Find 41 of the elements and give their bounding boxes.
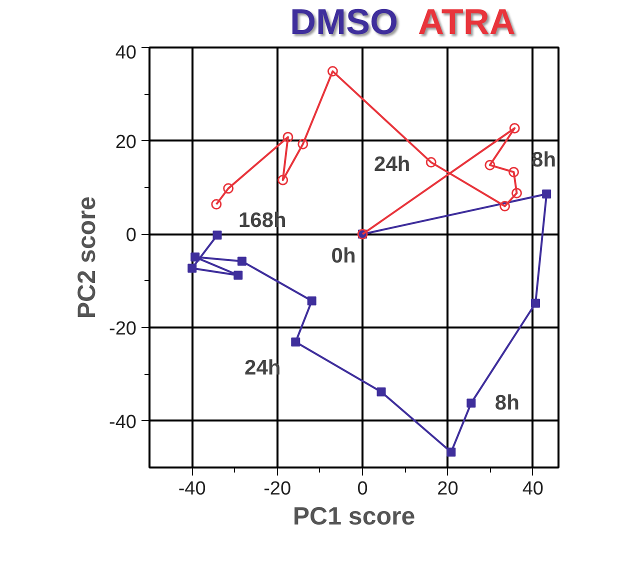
point xyxy=(298,138,308,150)
x-tick-label: 0 xyxy=(357,478,368,500)
point xyxy=(500,200,510,212)
x-axis-title: PC1 score xyxy=(292,502,416,530)
text: ATRA xyxy=(418,1,516,42)
x-tick-label: -40 xyxy=(178,478,206,500)
x-tick-label: -20 xyxy=(264,478,292,500)
point xyxy=(466,398,476,408)
point xyxy=(212,230,222,240)
annotation: 8h xyxy=(494,392,520,415)
annotation: 0h xyxy=(331,244,356,268)
y-tick-label: 20 xyxy=(115,132,137,153)
annotation: 24h xyxy=(374,152,410,176)
point xyxy=(446,448,456,457)
text: DMSO xyxy=(290,1,398,42)
y-tick-label: -40 xyxy=(109,412,137,433)
point xyxy=(307,296,316,306)
point xyxy=(542,190,552,199)
point xyxy=(512,188,522,198)
y-tick-label: -20 xyxy=(109,318,137,340)
point xyxy=(426,157,436,168)
point xyxy=(530,298,540,308)
y-tick-label: 40 xyxy=(115,42,137,64)
point xyxy=(508,166,520,178)
point xyxy=(484,160,496,170)
point xyxy=(278,174,288,186)
point xyxy=(237,256,246,266)
point xyxy=(211,199,222,210)
point xyxy=(234,270,243,280)
point xyxy=(291,337,300,346)
y-tick-label: 0 xyxy=(126,225,137,246)
point xyxy=(509,122,520,134)
point xyxy=(223,183,234,194)
point xyxy=(327,66,338,77)
point xyxy=(282,132,294,142)
x-tick-label: 40 xyxy=(522,478,544,500)
point xyxy=(190,252,200,262)
point xyxy=(376,387,386,396)
point xyxy=(188,264,197,273)
x-tick-label: 20 xyxy=(437,478,458,500)
y-axis-title: PC2 score xyxy=(73,196,102,319)
